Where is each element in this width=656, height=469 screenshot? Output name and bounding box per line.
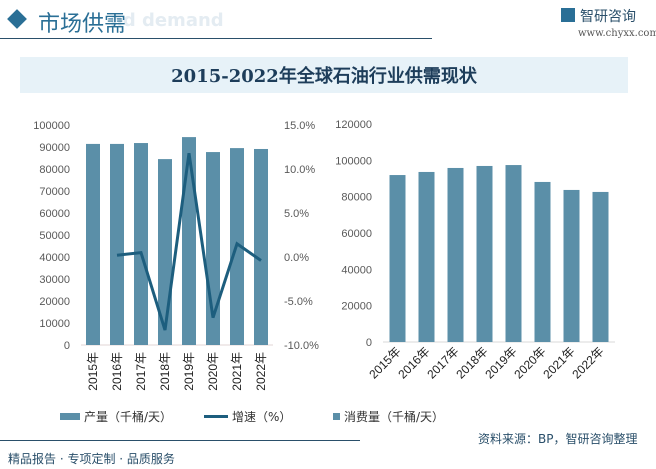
y-tick-left: 20000: [39, 296, 70, 308]
title-band: 2015-2022年全球石油行业供需现状: [20, 57, 628, 93]
bar-consumption: [447, 167, 464, 342]
x-tick: 2017年: [424, 344, 461, 381]
legend-growth: 增速（%）: [204, 408, 291, 425]
y-tick: 100000: [335, 155, 372, 167]
footer-text: 精品报告 · 专项定制 · 品质服务: [8, 452, 175, 466]
bar-consumption: [389, 175, 406, 342]
bar-consumption: [563, 189, 580, 342]
y-tick: 80000: [341, 192, 372, 204]
logo-url: www.chyxx.com: [578, 28, 656, 39]
y-tick-right: 10.0%: [284, 164, 315, 176]
x-tick: 2018年: [158, 352, 172, 391]
y-tick-left: 90000: [39, 142, 70, 154]
y-tick: 120000: [335, 119, 372, 131]
y-tick-left: 60000: [39, 208, 70, 220]
x-tick: 2015年: [86, 352, 100, 391]
chart-title: 2015-2022年全球石油行业供需现状: [171, 66, 477, 87]
bar-production: [110, 143, 124, 345]
bar-production: [86, 143, 100, 345]
footer-divider: [0, 440, 360, 441]
bar-production: [182, 137, 196, 345]
legend-bar-swatch: [60, 413, 80, 420]
x-tick: 2016年: [110, 352, 124, 391]
y-tick-left: 100000: [33, 120, 70, 132]
y-tick-left: 40000: [39, 252, 70, 264]
y-tick: 60000: [341, 228, 372, 240]
bar-production: [254, 148, 268, 345]
x-tick: 2020年: [206, 352, 220, 391]
logo-icon: [561, 8, 575, 22]
bar-production: [134, 143, 148, 345]
legend-label: 消费量（千桶/天）: [344, 410, 445, 424]
y-tick-left: 50000: [39, 230, 70, 242]
legend-production: 产量（千桶/天）: [60, 408, 172, 425]
y-tick: 0: [366, 337, 372, 349]
y-tick-right: 0.0%: [284, 252, 309, 264]
y-tick-right: 5.0%: [284, 208, 309, 220]
x-tick: 2020年: [511, 344, 548, 381]
y-tick-left: 30000: [39, 274, 70, 286]
source-note: 资料来源：BP，智研咨询整理: [478, 432, 638, 446]
y-tick: 20000: [341, 301, 372, 313]
legend-line-swatch: [204, 415, 228, 418]
y-tick-left: 0: [64, 340, 70, 352]
y-tick-left: 70000: [39, 186, 70, 198]
y-tick-right: 15.0%: [284, 120, 315, 132]
y-tick-right: -5.0%: [284, 296, 313, 308]
bar-consumption: [476, 165, 493, 342]
x-tick: 2021年: [540, 344, 577, 381]
legend-square-swatch: [333, 413, 340, 420]
x-tick: 2015年: [366, 344, 403, 381]
x-tick: 2022年: [254, 352, 268, 391]
x-tick: 2022年: [569, 344, 606, 381]
x-tick: 2019年: [182, 352, 196, 391]
bar-consumption: [534, 181, 551, 342]
y-tick-right: -10.0%: [284, 340, 319, 352]
y-tick-left: 80000: [39, 164, 70, 176]
section-subtitle: nd demand: [110, 10, 224, 31]
y-tick-left: 10000: [39, 318, 70, 330]
bar-consumption: [418, 171, 435, 342]
section-title: 市场供需: [38, 12, 127, 37]
logo-text: 智研咨询: [580, 9, 636, 25]
x-tick: 2017年: [134, 352, 148, 391]
header-divider: [0, 38, 432, 39]
x-tick: 2018年: [453, 344, 490, 381]
x-tick: 2016年: [395, 344, 432, 381]
legend-label: 产量（千桶/天）: [84, 410, 173, 424]
bar-consumption: [592, 191, 609, 342]
legend-label: 增速（%）: [232, 410, 292, 424]
y-tick: 40000: [341, 264, 372, 276]
bar-consumption: [505, 165, 522, 342]
legend-consumption: 消费量（千桶/天）: [333, 408, 444, 425]
x-tick: 2019年: [482, 344, 519, 381]
x-tick: 2021年: [230, 352, 244, 391]
